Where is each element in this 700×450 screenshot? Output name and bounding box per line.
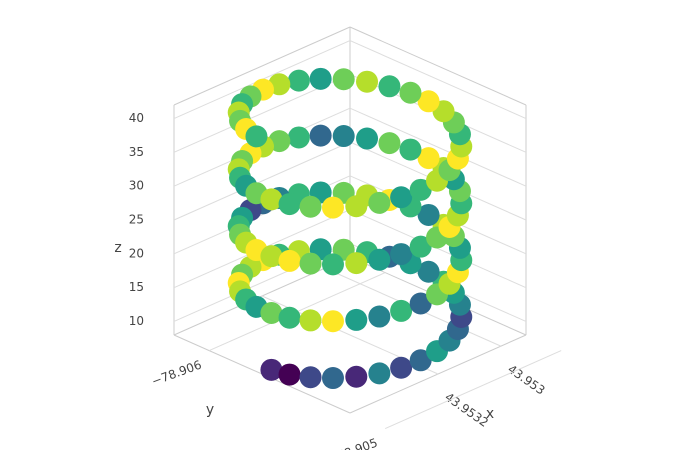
point [368,362,391,385]
point [368,191,391,214]
point [409,292,432,315]
point [390,356,413,379]
point [321,367,344,390]
point [417,147,440,170]
point [390,243,413,266]
point [368,305,391,328]
point [399,81,422,104]
point [345,195,368,218]
grid-line [384,350,562,430]
z-tick-label: 15 [129,280,144,294]
point [260,301,283,324]
point [260,188,283,211]
point [409,235,432,258]
point [321,253,344,276]
point [356,70,379,93]
point [321,310,344,333]
z-axis-title: z [114,240,121,256]
point [417,260,440,283]
x-axis-title: x [486,406,494,422]
box-edge [349,26,527,106]
point [378,132,401,155]
point [278,193,301,216]
point [309,67,332,90]
box-edge [173,26,351,106]
point [332,125,355,148]
point [299,195,322,218]
grid-line [349,40,527,119]
y-tick-label: −78.906 [150,358,204,389]
grid-line [173,141,351,221]
y-axis-title: y [206,402,214,418]
point [287,69,310,92]
point [368,248,391,271]
z-tick-label: 20 [129,246,144,260]
point [321,196,344,219]
point [287,126,310,149]
point [278,306,301,329]
point [417,203,440,226]
point [278,249,301,272]
z-tick-label: 30 [129,179,144,193]
z-tick-label: 25 [129,213,144,227]
point [345,365,368,388]
y-tick-label: −78.905 [326,436,380,450]
point [309,124,332,147]
point [345,308,368,331]
point [399,138,422,161]
point [409,178,432,201]
point [299,366,322,389]
point [390,186,413,209]
x-tick-label: 43.9532 [442,390,491,430]
point [332,68,355,91]
point [356,127,379,150]
point [278,363,301,386]
z-tick-label: 10 [129,314,144,328]
point [390,299,413,322]
point [345,252,368,275]
grid-line [349,107,527,187]
point [260,358,283,381]
point [409,349,432,372]
point [245,125,268,148]
point [299,252,322,275]
z-tick-label: 40 [129,111,144,125]
point [378,75,401,98]
x-tick-label: 43.953 [505,362,547,398]
point [260,245,283,268]
grid-line [349,209,527,289]
point [417,90,440,113]
z-tick-label: 35 [129,145,144,159]
point [299,309,322,332]
